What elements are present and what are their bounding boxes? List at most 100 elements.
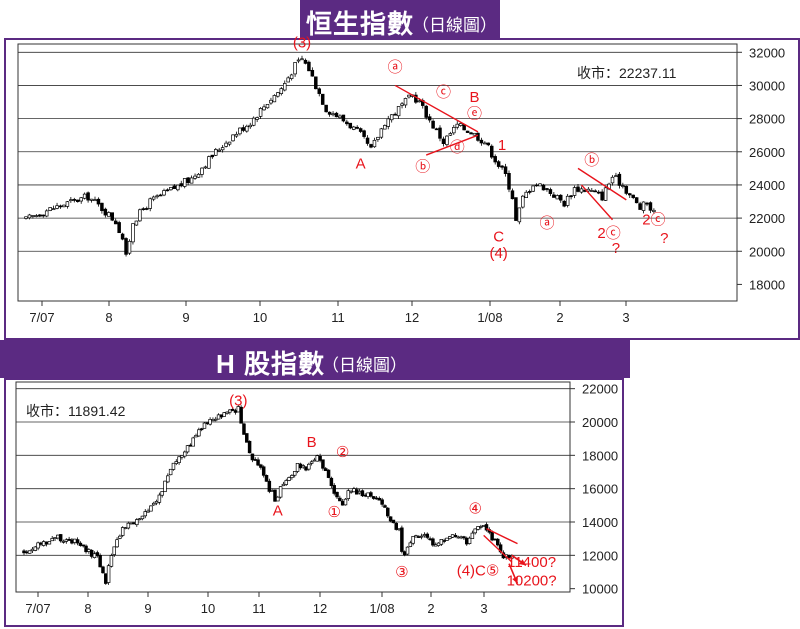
hsi-wave-label: 1 [498,137,506,154]
hsi-candle-body [510,190,515,200]
hshare-candle-body [216,414,221,420]
hsi-candle-body [214,149,218,156]
hshare-candle-body [267,480,272,492]
hsi-wave-label: ⓑ [584,152,599,169]
hsi-candle-body [127,240,132,254]
hsi-candle-body [648,202,653,211]
hshare-candle-body [87,549,91,552]
hsi-candle-body [179,183,184,187]
hsi-candle-body [614,175,618,178]
hshare-candle-body [222,412,226,417]
hshare-candle-body [166,475,170,483]
hshare-candle-body [259,464,263,468]
hsi-candle-body [86,192,90,201]
hshare-plot-frame [15,381,571,593]
hshare-candle-body [101,566,105,574]
hshare-candle-body [126,522,131,529]
hshare-candle-body [467,537,472,544]
hshare-candle-body [295,462,300,472]
hsi-candle-body [303,59,308,64]
hshare-candle-body [118,535,122,539]
hsi-xtick-label: 7/07 [29,310,54,325]
hsi-candle-body [55,205,59,209]
hshare-candle-body [219,414,224,418]
hshare-ytick-label: 22000 [582,382,618,397]
hshare-trend-line [483,534,513,563]
hshare-candle-body [239,406,243,424]
hsi-candle-body [576,186,580,192]
hsi-xtick-label: 8 [105,310,112,325]
hshare-xtick-label: 1/08 [369,601,394,616]
hshare-candle-body [129,522,133,525]
hsi-candle-body [41,214,45,217]
hsi-candle-body [100,202,104,211]
hsi-header: 恒生指數 （日線圖） [300,0,500,39]
hsi-candle-body [572,187,577,196]
hsi-candle-body [72,199,77,201]
hsi-candle-body [645,202,649,205]
hsi-candle-body [458,123,463,126]
hshare-candle-body [417,536,421,538]
hsi-wave-label: ⓓ [450,139,465,156]
hsi-candle-body [452,127,456,134]
hshare-candle-body [163,480,167,493]
hsi-candle-body [341,114,346,122]
hsi-candle-body [314,76,318,90]
hshare-candle-body [151,502,156,506]
hsi-candle-body [393,113,397,116]
hshare-candle-body [352,488,356,493]
hshare-candle-body [473,528,477,534]
hsi-candle-body [338,115,342,119]
hsi-candle-body [93,199,97,202]
hsi-candle-body [558,194,563,201]
hshare-candle-body [146,510,150,513]
hsi-candle-body [476,132,480,141]
hshare-candle-body [109,555,114,567]
hsi-candle-body [396,106,401,117]
hsi-candle-body [590,190,594,192]
hsi-candle-body [507,173,511,190]
hsi-wave-label: B [469,89,479,106]
hshare-candle-body [180,455,184,458]
hsi-xtick-label: 12 [405,310,419,325]
hsi-candle-body [417,100,422,103]
hshare-candle-body [422,534,427,537]
hsi-candle-body [120,233,125,240]
hsi-candle-body [610,176,615,184]
hshare-candle-body [484,524,489,531]
hshare-candle-body [366,492,370,497]
hsi-candle-body [414,94,418,103]
hshare-xtick-label: 10 [201,601,215,616]
hsi-candle-body [407,94,411,98]
hshare-candle-body [290,475,294,479]
hsi-wave-label: ⓔ [467,106,482,123]
hshare-candle-body [479,526,483,528]
hshare-candle-body [132,522,136,524]
hsi-candle-body [155,195,159,198]
hshare-candle-body [431,538,435,546]
hshare-candle-body [481,525,486,528]
hshare-candle-body [242,423,246,435]
hsi-candle-body [345,121,349,125]
hsi-ytick-label: 22000 [749,211,785,226]
hshare-candle-body [22,550,26,554]
hsi-candle-body [352,126,356,130]
hsi-candle-body [469,132,473,135]
hshare-candle-body [197,429,201,437]
hsi-candle-body [317,88,322,94]
hsi-candle-body [641,201,646,211]
hshare-candle-body [323,468,328,472]
hshare-candle-body [425,533,430,538]
hshare-subtitle: （日線圖） [322,356,407,375]
hsi-candle-body [193,175,197,179]
hsi-trend-line [580,184,614,221]
hshare-candle-body [298,463,303,469]
hsi-candle-body [207,156,211,169]
hsi-candle-body [472,132,477,136]
hshare-wave-label: ② [336,444,349,461]
hshare-candle-body [371,496,376,499]
hshare-candle-body [332,485,336,494]
hshare-ytick-label: 12000 [582,548,618,563]
hshare-candle-body [402,551,407,556]
